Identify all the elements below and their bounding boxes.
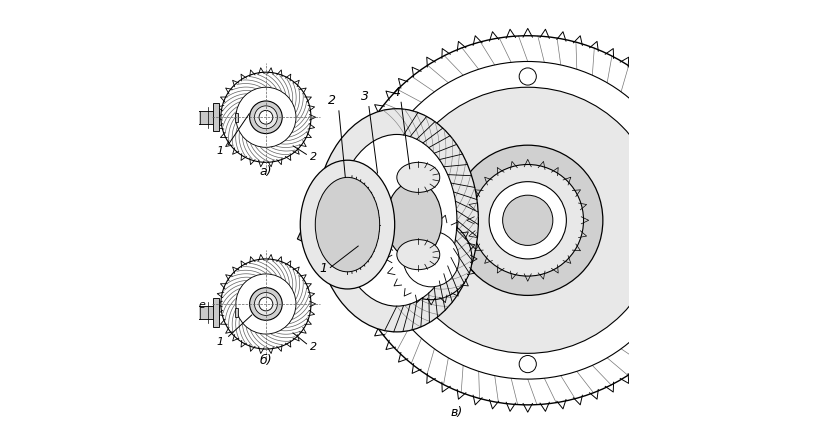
- Circle shape: [254, 106, 277, 129]
- Bar: [213, 299, 218, 327]
- Circle shape: [236, 274, 295, 334]
- Circle shape: [254, 292, 277, 315]
- Circle shape: [369, 61, 686, 379]
- Text: 1: 1: [216, 337, 223, 347]
- Ellipse shape: [315, 109, 478, 332]
- Circle shape: [236, 87, 295, 147]
- Circle shape: [519, 68, 536, 85]
- Ellipse shape: [385, 182, 442, 259]
- Text: е: е: [198, 300, 205, 310]
- Circle shape: [221, 259, 311, 349]
- Bar: [174, 107, 186, 127]
- Circle shape: [390, 218, 471, 300]
- Circle shape: [249, 101, 282, 133]
- Circle shape: [394, 283, 411, 301]
- Circle shape: [394, 140, 411, 157]
- Text: 2: 2: [309, 342, 316, 352]
- Text: б): б): [260, 354, 272, 367]
- Text: 2: 2: [328, 95, 336, 108]
- Text: в): в): [450, 406, 462, 419]
- Circle shape: [394, 87, 660, 353]
- Ellipse shape: [300, 160, 394, 289]
- Bar: [234, 308, 237, 317]
- Circle shape: [489, 182, 566, 259]
- Ellipse shape: [396, 240, 439, 270]
- Ellipse shape: [396, 162, 439, 192]
- Bar: [184, 111, 218, 124]
- Circle shape: [403, 231, 458, 287]
- Circle shape: [249, 288, 282, 320]
- Circle shape: [502, 195, 552, 245]
- Text: 4: 4: [392, 86, 400, 99]
- Circle shape: [643, 140, 660, 157]
- Circle shape: [259, 111, 272, 124]
- Bar: [234, 113, 237, 122]
- Circle shape: [519, 356, 536, 373]
- Text: 3: 3: [361, 90, 368, 103]
- Circle shape: [342, 36, 711, 405]
- Polygon shape: [297, 196, 328, 245]
- Text: 2: 2: [309, 152, 316, 162]
- Ellipse shape: [337, 134, 457, 306]
- Ellipse shape: [315, 178, 380, 272]
- Text: а): а): [260, 165, 272, 178]
- Bar: [174, 302, 186, 323]
- Circle shape: [452, 145, 602, 295]
- Circle shape: [471, 165, 583, 276]
- Text: 1: 1: [216, 146, 223, 156]
- Text: 1: 1: [319, 262, 327, 275]
- Bar: [213, 103, 218, 131]
- Circle shape: [643, 283, 660, 301]
- Circle shape: [221, 72, 311, 162]
- Circle shape: [259, 297, 272, 311]
- Bar: [184, 306, 218, 319]
